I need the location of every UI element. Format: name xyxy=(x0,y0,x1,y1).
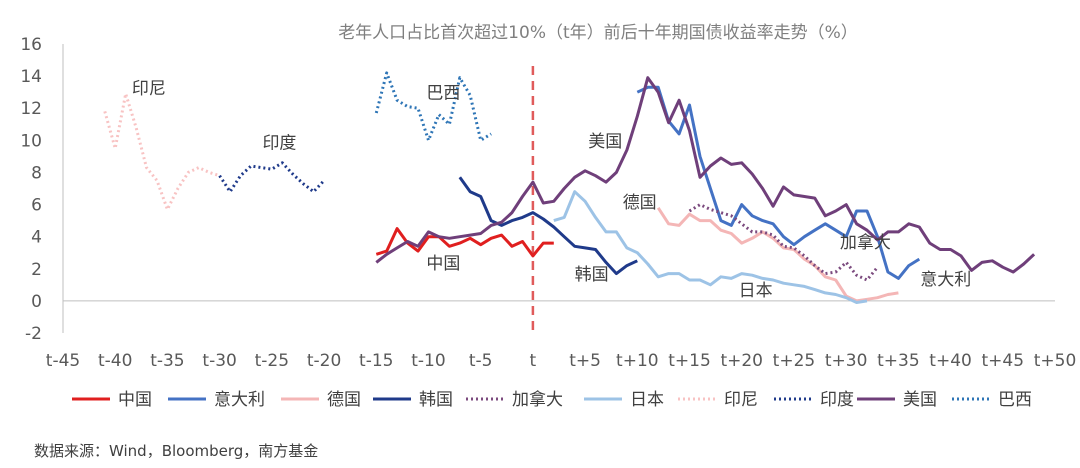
x-tick-label: t+35 xyxy=(877,351,920,371)
x-tick-label: t xyxy=(530,351,537,371)
series-annotation: 意大利 xyxy=(920,270,971,290)
series-line-日本 xyxy=(553,190,868,304)
legend-label: 巴西 xyxy=(998,390,1032,410)
legend-label: 韩国 xyxy=(419,390,453,410)
series-annotation: 美国 xyxy=(588,132,622,152)
x-tick-label: t-25 xyxy=(255,351,289,371)
series-line-美国 xyxy=(375,76,1036,274)
x-tick-label: t+15 xyxy=(668,351,711,371)
legend-item: 印度 xyxy=(774,390,854,410)
legend-item: 日本 xyxy=(584,390,664,410)
series-annotation: 印尼 xyxy=(132,79,166,99)
series-line-韩国 xyxy=(458,176,638,276)
y-tick-label: 16 xyxy=(20,35,42,55)
x-tick-label: t-15 xyxy=(359,351,393,371)
legend-label: 印尼 xyxy=(724,390,758,410)
series-line-印度 xyxy=(218,161,326,194)
legend-label: 中国 xyxy=(118,390,152,410)
series-line-中国 xyxy=(375,227,554,258)
y-tick-label: 10 xyxy=(20,131,42,151)
source-note: 数据来源：Wind，Bloomberg，南方基金 xyxy=(34,442,318,460)
y-tick-label: 6 xyxy=(31,196,42,216)
legend-item: 巴西 xyxy=(952,390,1032,410)
legend-label: 日本 xyxy=(630,390,664,410)
y-tick-label: 12 xyxy=(20,99,42,119)
x-tick-label: t+40 xyxy=(929,351,972,371)
y-tick-label: 2 xyxy=(31,260,42,280)
x-tick-label: t-20 xyxy=(307,351,341,371)
series-annotation: 日本 xyxy=(739,281,773,301)
series-line-德国 xyxy=(656,206,899,303)
series-annotation: 韩国 xyxy=(575,265,609,285)
series-line-印尼 xyxy=(103,92,221,211)
legend-label: 印度 xyxy=(820,390,854,410)
series-layer xyxy=(103,71,1036,304)
series-line-巴西 xyxy=(374,71,492,142)
y-tick-label: -2 xyxy=(25,324,42,344)
series-annotation: 中国 xyxy=(426,254,460,274)
legend-item: 美国 xyxy=(857,390,937,410)
plot-axes: 16 14 12 10 8 6 4 2 0 -2t-45 t-40 t-35 t-30 t-25 t-20 t… xyxy=(20,35,1076,371)
legend-item: 德国 xyxy=(281,390,361,410)
x-tick-label: t+10 xyxy=(616,351,659,371)
y-tick-label: 4 xyxy=(31,228,42,248)
legend-label: 德国 xyxy=(327,390,361,410)
legend-label: 加拿大 xyxy=(512,389,563,410)
x-tick-label: t-10 xyxy=(411,351,445,371)
x-tick-label: t+45 xyxy=(982,351,1025,371)
series-annotation: 印度 xyxy=(262,133,296,153)
x-tick-label: t+5 xyxy=(569,351,601,371)
legend-label: 意大利 xyxy=(214,390,265,410)
x-tick-label: t+20 xyxy=(720,351,763,371)
series-annotation: 德国 xyxy=(623,193,657,213)
legend-item: 意大利 xyxy=(168,390,265,410)
x-tick-label: t-40 xyxy=(98,351,132,371)
x-tick-label: t-5 xyxy=(469,351,493,371)
x-tick-label: t+50 xyxy=(1034,351,1077,371)
legend-label: 美国 xyxy=(903,390,937,410)
series-annotation: 加拿大 xyxy=(840,232,891,253)
series-annotation: 巴西 xyxy=(426,84,460,104)
legend-item: 中国 xyxy=(72,390,152,410)
x-tick-label: t-45 xyxy=(46,351,80,371)
x-tick-label: t+30 xyxy=(825,351,868,371)
x-tick-label: t-30 xyxy=(202,351,236,371)
x-tick-label: t+25 xyxy=(773,351,816,371)
legend-item: 印尼 xyxy=(678,390,758,410)
chart-title: 老年人口占比首次超过10%（t年）前后十年期国债收益率走势（%） xyxy=(338,23,858,43)
y-tick-label: 8 xyxy=(31,163,42,183)
legend-item: 加拿大 xyxy=(466,389,563,410)
chart-legend: 中国 意大利 德国 韩国 加拿大 日本 印尼 印度 美国 巴西 xyxy=(72,389,1032,410)
x-tick-label: t-35 xyxy=(150,351,184,371)
legend-item: 韩国 xyxy=(373,390,453,410)
y-tick-label: 14 xyxy=(20,67,42,87)
y-tick-label: 0 xyxy=(31,292,42,312)
